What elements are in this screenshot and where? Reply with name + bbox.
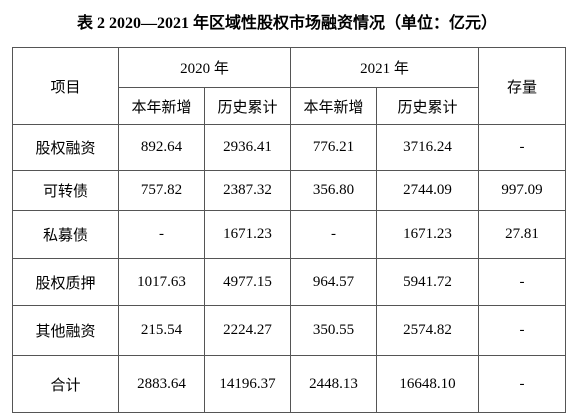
header-row: 本年新增 历史累计 本年新增 历史累计: [13, 87, 566, 125]
data-cell: 4977.15: [203, 258, 292, 306]
data-cell: 1671.23: [376, 210, 480, 259]
data-cell: 2448.13: [290, 355, 378, 413]
data-cell: 892.64: [118, 124, 205, 171]
financing-table: 项目 2020 年 2021 年 存量 本年新增 历史累计 本年新增 历史累计 …: [12, 47, 567, 413]
data-cell: 776.21: [290, 124, 378, 171]
data-cell: 964.57: [290, 258, 378, 306]
table-body: 项目 2020 年 2021 年 存量 本年新增 历史累计 本年新增 历史累计 …: [12, 47, 567, 413]
data-cell: 14196.37: [203, 355, 292, 413]
data-cell: 1017.63: [118, 258, 205, 306]
data-cell: 997.09: [478, 170, 567, 211]
header-cell: 2020 年: [117, 47, 292, 88]
table-title: 表 2 2020—2021 年区域性股权市场融资情况（单位：亿元）: [76, 15, 497, 32]
data-cell: 2883.64: [118, 355, 205, 413]
data-cell: -: [478, 124, 567, 171]
data-cell: -: [290, 210, 378, 259]
data-row: 私募债 -1671.23-1671.23 27.81: [12, 210, 567, 259]
header-cell: 历史累计: [376, 87, 480, 125]
data-cell: -: [478, 355, 567, 413]
data-cell: 356.80: [290, 170, 378, 211]
data-cell: 2574.82: [376, 305, 480, 356]
data-cell: 2744.09: [376, 170, 480, 211]
data-cell: 2936.41: [203, 124, 292, 171]
data-row: 合计 2883.64 14196.37 2448.13 16648.10-: [12, 355, 567, 413]
data-cell: 27.81: [478, 210, 567, 259]
header-cell: 本年新增: [118, 87, 205, 125]
data-cell: 5941.72: [376, 258, 480, 306]
data-row: 其他融资 215.54 2224.27 350.55 2574.82-: [12, 305, 567, 356]
row-label: 股权融资: [12, 124, 119, 171]
data-cell: -: [118, 210, 205, 259]
data-cell: 1671.23: [203, 210, 292, 259]
data-cell: 757.82: [118, 170, 205, 211]
data-cell: 2224.27: [203, 305, 292, 356]
row-label: 其他融资: [12, 305, 119, 356]
data-row: 可转债 757.82 2387.32 356.80 2744.09 997.09: [12, 170, 567, 211]
row-label: 可转债: [12, 170, 119, 211]
header-row: 项目 2020 年 2021 年 存量: [12, 47, 567, 125]
row-label: 合计: [12, 355, 119, 413]
header-cell: 存量: [478, 47, 567, 125]
data-cell: 215.54: [118, 305, 205, 356]
header-cell: 2021 年: [290, 47, 480, 88]
data-cell: 16648.10: [376, 355, 480, 413]
data-row: 股权融资 892.64 2936.41 776.21 3716.24-: [12, 124, 567, 171]
row-label: 股权质押: [12, 258, 119, 306]
header-cell: 本年新增: [290, 87, 378, 125]
header-cell: 历史累计: [203, 87, 292, 125]
header-cell: 项目: [12, 47, 119, 125]
data-cell: -: [478, 258, 567, 306]
data-cell: 2387.32: [203, 170, 292, 211]
row-label: 私募债: [12, 210, 119, 259]
data-cell: -: [478, 305, 567, 356]
data-row: 股权质押 1017.63 4977.15 964.57 5941.72-: [12, 258, 567, 306]
data-cell: 350.55: [290, 305, 378, 356]
data-cell: 3716.24: [376, 124, 480, 171]
